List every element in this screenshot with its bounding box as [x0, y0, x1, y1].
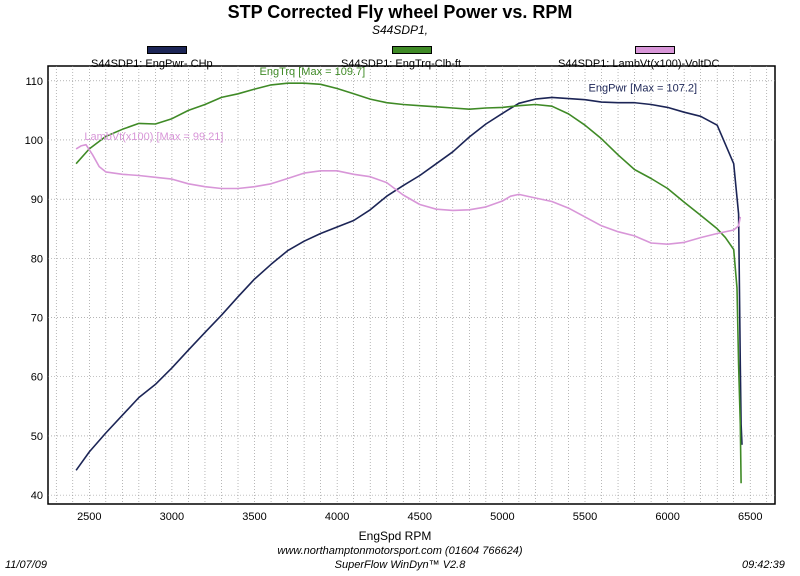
x-tick-label: 5500: [573, 511, 597, 523]
chart-subtitle: S44SDP1,: [371, 23, 429, 37]
y-tick-label: 80: [31, 253, 43, 265]
series-lines: [75, 82, 743, 484]
y-tick-label: 50: [31, 431, 43, 443]
annotation-power-max: EngPwr [Max = 107.2]: [589, 82, 698, 94]
annotation-lambda-max: LambVt(x100) [Max = 99.21]: [84, 131, 223, 143]
legend-label-power: S44SDP1: EngPwr- CHp: [91, 58, 213, 70]
grid-lines: [48, 66, 775, 504]
x-axis-label: EngSpd RPM: [359, 529, 432, 543]
footer-date: 11/07/09: [5, 559, 48, 571]
series-annotations: EngPwr [Max = 107.2] EngTrq [Max = 109.7]…: [84, 66, 697, 143]
legend-swatch-torque: [392, 46, 432, 54]
series-lambda-line: [75, 143, 742, 245]
x-tick-label: 3000: [160, 511, 184, 523]
legend-swatch-lambda: [635, 46, 675, 54]
annotation-torque-max: EngTrq [Max = 109.7]: [260, 66, 366, 78]
legend-label-torque: S44SDP1: EngTrq-Clb-ft: [341, 58, 462, 70]
y-tick-label: 40: [31, 490, 43, 502]
plot-frame: [47, 65, 776, 505]
y-tick-label: 110: [25, 76, 43, 88]
x-tick-label: 5000: [490, 511, 514, 523]
series-torque-line: [75, 82, 742, 484]
footer-website: www.northamptonmotorsport.com (01604 766…: [277, 545, 523, 557]
x-tick-label: 2500: [77, 511, 101, 523]
chart-title: STP Corrected Fly wheel Power vs. RPM: [227, 2, 573, 22]
x-tick-label: 6000: [655, 511, 679, 523]
x-tick-label: 4000: [325, 511, 349, 523]
legend-label-lambda: S44SDP1: LambVt(x100)-VoltDC: [558, 58, 720, 70]
y-tick-label: 90: [31, 194, 43, 206]
y-tick-label: 70: [31, 313, 43, 325]
series-power-line: [75, 96, 743, 471]
y-tick-label: 100: [25, 135, 43, 147]
footer-time: 09:42:39: [742, 559, 785, 571]
x-tick-label: 6500: [738, 511, 762, 523]
y-tick-label: 60: [31, 372, 43, 384]
x-tick-label: 4500: [408, 511, 432, 523]
legend-swatch-power: [147, 46, 187, 54]
x-tick-label: 3500: [242, 511, 266, 523]
tick-labels: 2500 3000 3500 4000 4500 5000 5500 6000 6500 40 50…: [25, 76, 763, 523]
footer-software: SuperFlow WinDyn™ V2.8: [334, 559, 466, 571]
